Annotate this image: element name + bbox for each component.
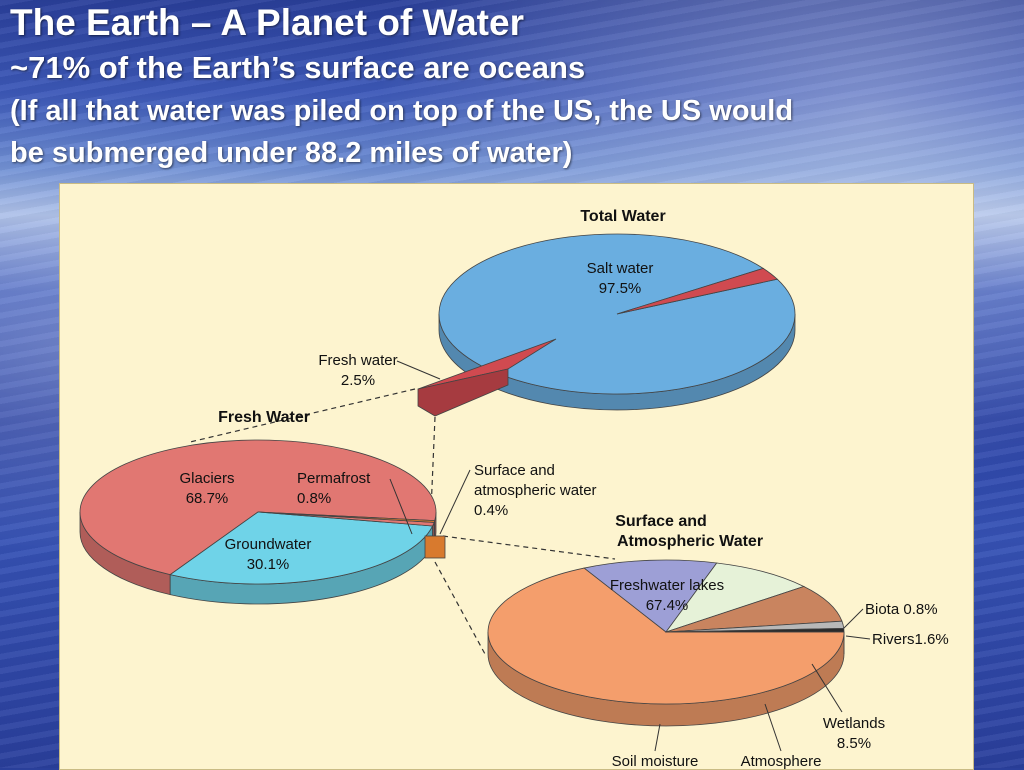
biota-leader — [843, 608, 864, 629]
surface-atm-value: 0.4% — [474, 502, 508, 519]
fresh-water-value: 2.5% — [341, 372, 375, 389]
connector-line — [442, 535, 616, 560]
freshwater-lakes-value: 67.4% — [646, 597, 689, 614]
chart-title-surface-line-2: Atmospheric Water — [617, 533, 763, 550]
soil-moisture-label: Soil moisture — [612, 753, 699, 769]
salt-water-value: 97.5% — [599, 280, 642, 297]
slide-note-line-2: be submerged under 88.2 miles of water) — [10, 137, 573, 169]
permafrost-label: Permafrost — [297, 470, 371, 487]
salt-water-label: Salt water — [587, 260, 654, 277]
fresh-water-label: Fresh water — [318, 352, 397, 369]
pie-slice-freshwater-lakes — [487, 567, 845, 705]
slide-heading: The Earth – A Planet of Water ~71% of th… — [10, 0, 1020, 174]
pie-slice-groundwater — [169, 511, 434, 585]
wetlands-leader — [811, 663, 843, 713]
connector-line — [434, 561, 486, 655]
chart-title-surface-line-1: Surface and — [615, 513, 707, 530]
pie-slice-surface-and-atmospheric-water — [257, 511, 436, 523]
rivers-leader — [845, 635, 871, 640]
connector-lines — [189, 388, 616, 655]
pie-slice-atmosphere — [664, 562, 805, 633]
pie-charts-svg: Total Water Fresh Water Surface and Atmo… — [79, 208, 949, 769]
atmosphere-label: Atmosphere — [741, 753, 822, 769]
glaciers-value: 68.7% — [186, 490, 229, 507]
permafrost-value: 0.8% — [297, 490, 331, 507]
atmosphere-leader — [764, 703, 782, 752]
groundwater-value: 30.1% — [247, 556, 290, 573]
connector-line — [189, 388, 416, 443]
pie-slice-fresh-water — [616, 267, 779, 315]
rivers-label: Rivers1.6% — [872, 631, 949, 648]
pie-slice-soil-moisture — [583, 559, 718, 633]
slide-note-line-1: (If all that water was piled on top of t… — [10, 95, 794, 127]
surface-atmospheric-pie — [487, 559, 845, 727]
wetlands-label: Wetlands — [823, 715, 885, 732]
freshwater-lakes-label: Freshwater lakes — [610, 577, 724, 594]
glaciers-label: Glaciers — [179, 470, 234, 487]
groundwater-label: Groundwater — [225, 536, 312, 553]
fresh-water-leader — [396, 360, 441, 380]
slide-title: The Earth – A Planet of Water — [10, 2, 524, 43]
chart-title-fresh-water: Fresh Water — [218, 409, 310, 426]
chart-title-total-water: Total Water — [580, 208, 665, 225]
fresh-water-pie — [79, 439, 437, 605]
fresh-water-exploded-wedge — [417, 338, 557, 417]
fresh-water-wedge-side — [417, 368, 509, 417]
pie-slice-biota — [665, 627, 845, 633]
connector-line — [429, 416, 436, 535]
water-distribution-figure: Total Water Fresh Water Surface and Atmo… — [59, 183, 974, 770]
pie-slice-wetlands — [665, 586, 843, 633]
pie-slice-glaciers — [79, 439, 437, 576]
surface-atm-label-line-1: Surface and — [474, 462, 555, 479]
slide-subtitle: ~71% of the Earth’s surface are oceans — [10, 50, 586, 85]
surface-atmospheric-wedge — [424, 535, 446, 559]
surface-atm-leader — [439, 469, 471, 535]
biota-label: Biota 0.8% — [865, 601, 938, 618]
soil-moisture-leader — [654, 723, 661, 752]
permafrost-leader — [389, 478, 413, 535]
surface-atm-label-line-2: atmospheric water — [474, 482, 597, 499]
wetlands-value: 8.5% — [837, 735, 871, 752]
